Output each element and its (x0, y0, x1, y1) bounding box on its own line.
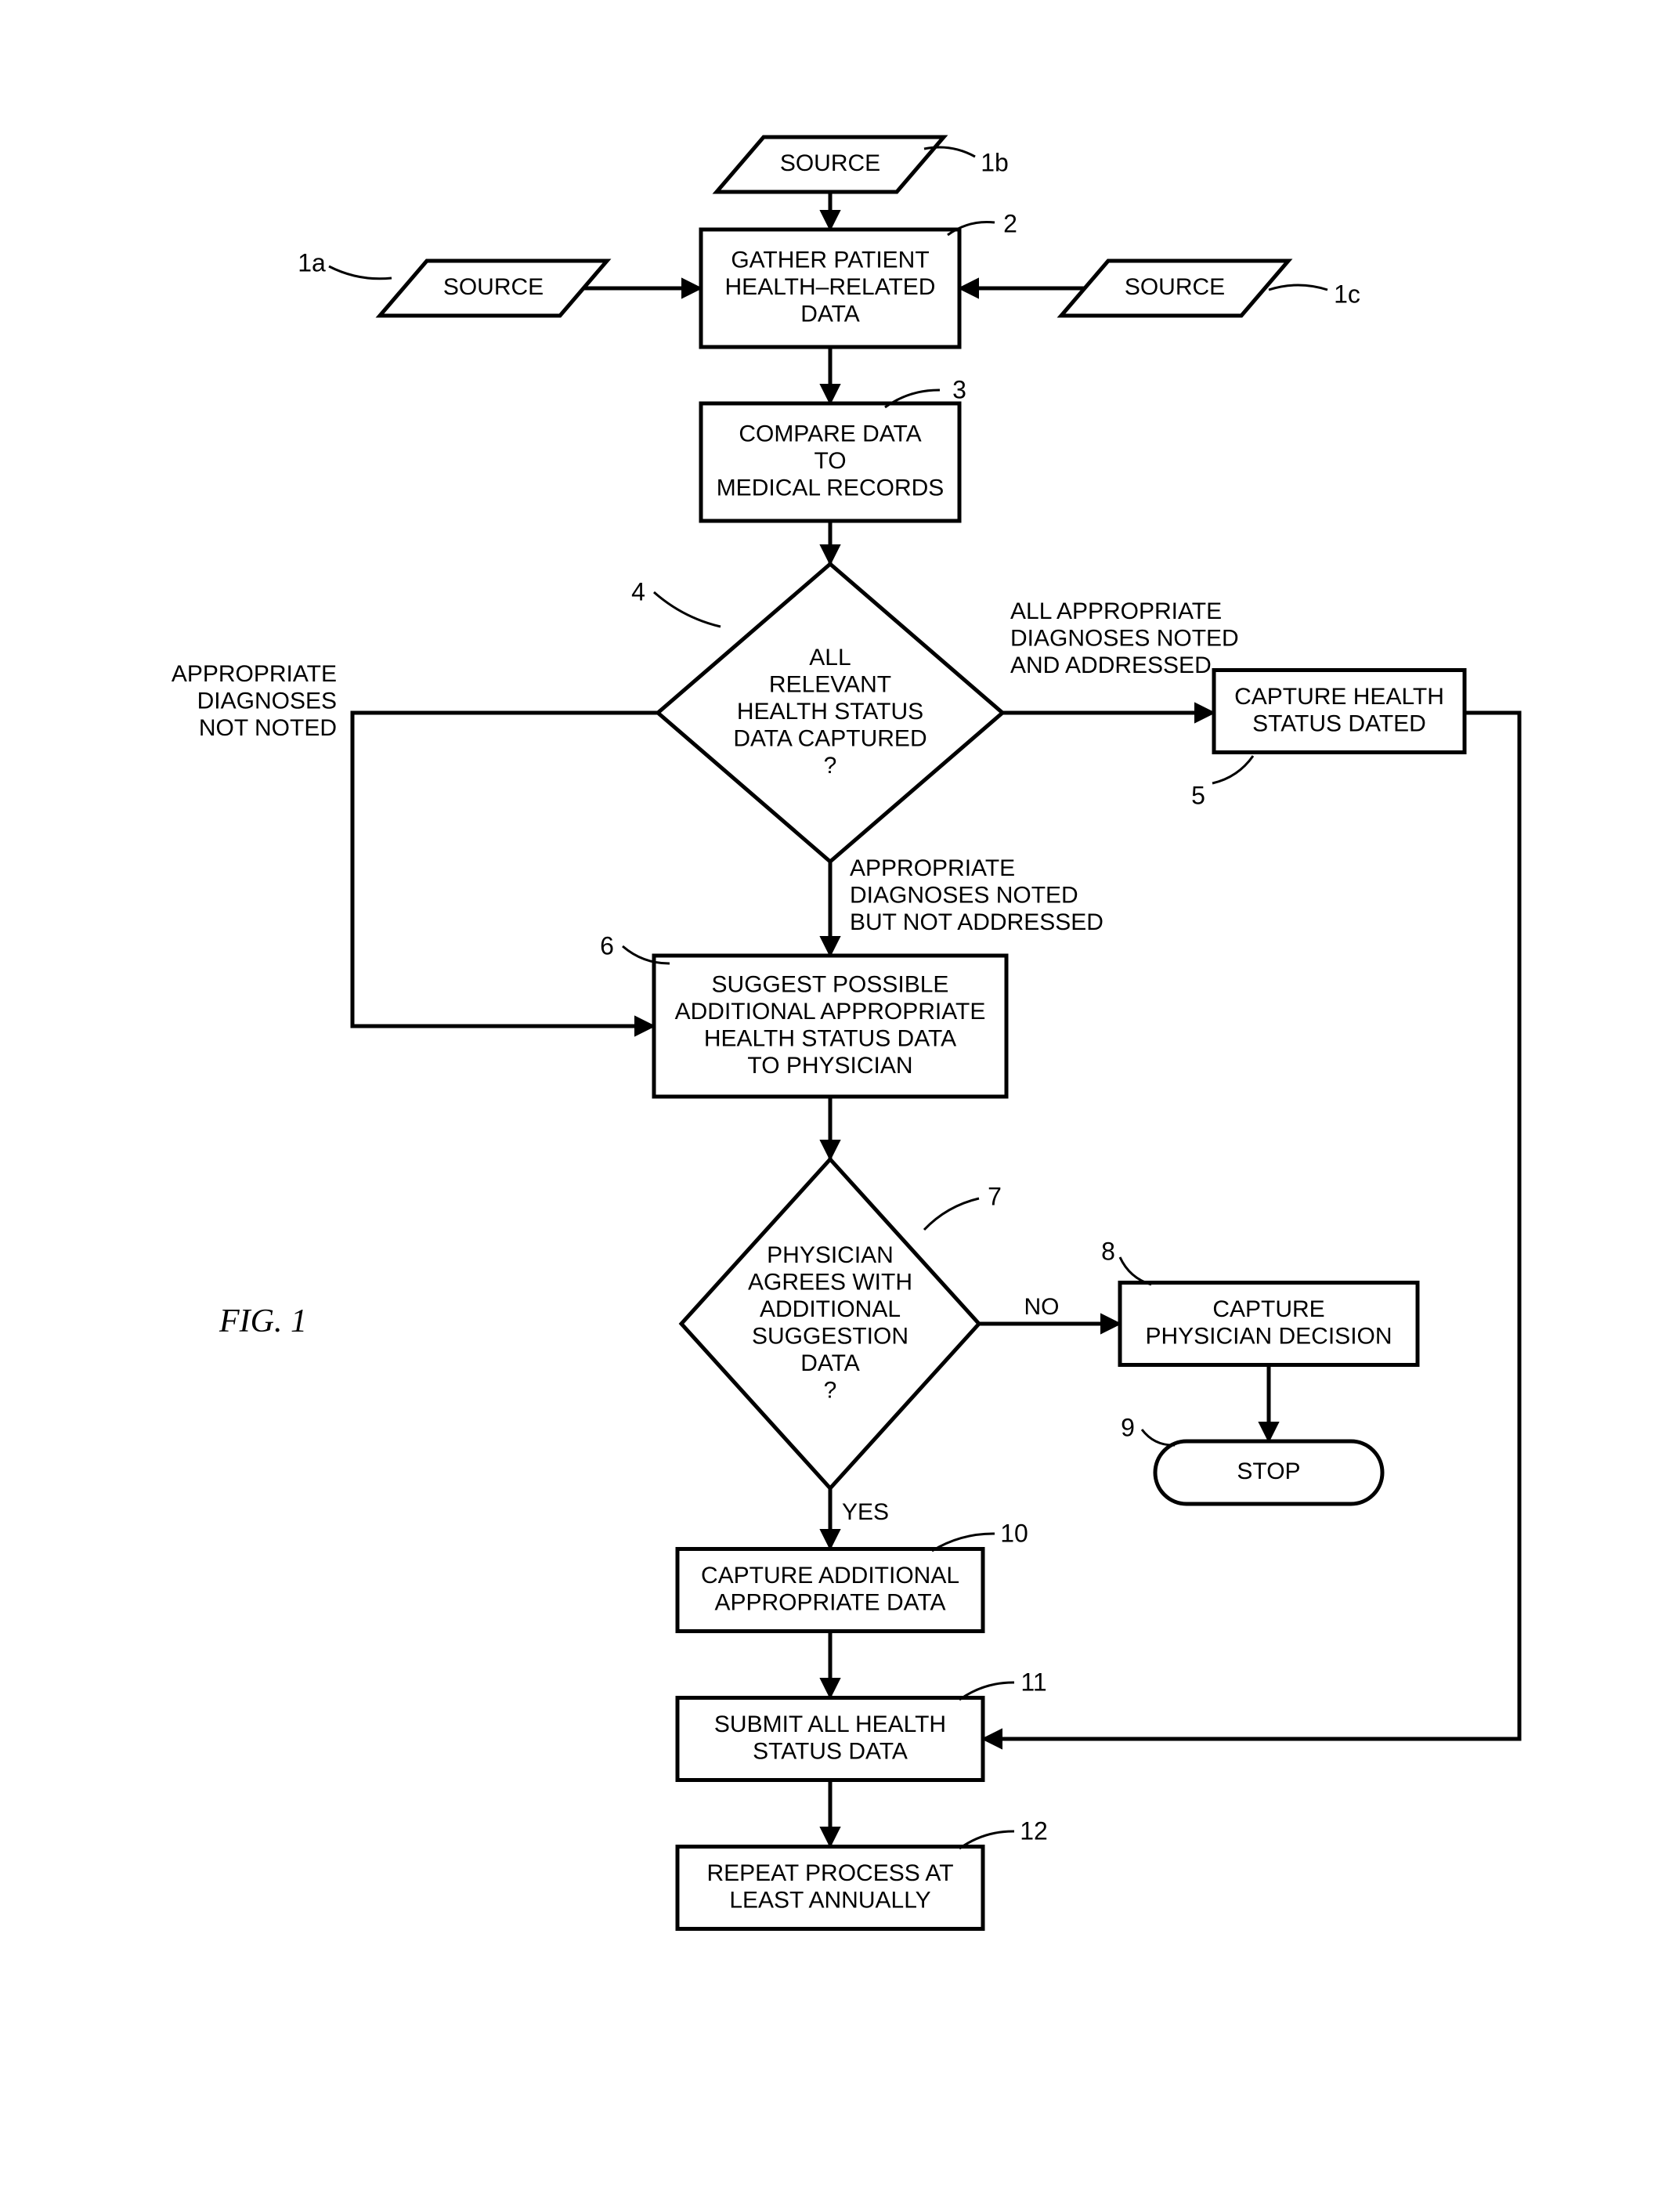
node-text-1a: SOURCE (443, 274, 544, 300)
ref-label-3: 3 (952, 375, 966, 403)
ref-label-6: 6 (600, 931, 614, 960)
edge-label-e_7_10: YES (842, 1499, 889, 1525)
edge-e_5_11 (983, 713, 1519, 1739)
edge-label-e_4_left_6: APPROPRIATEDIAGNOSESNOT NOTED (172, 661, 337, 741)
ref-leader-5 (1212, 756, 1253, 783)
node-11: SUBMIT ALL HEALTHSTATUS DATA (677, 1698, 983, 1780)
node-1b: SOURCE (717, 137, 944, 192)
node-5: CAPTURE HEALTHSTATUS DATED (1214, 670, 1465, 753)
nodes-layer: SOURCE SOURCE SOURCE GATHER PATIENTHEALTH–R… (380, 137, 1465, 1929)
node-8: CAPTUREPHYSICIAN DECISION (1120, 1283, 1418, 1365)
ref-label-1b: 1b (981, 148, 1009, 176)
node-2: GATHER PATIENTHEALTH–RELATEDDATA (701, 230, 959, 347)
ref-label-2: 2 (1003, 209, 1017, 237)
edge-label-e_4_5: ALL APPROPRIATEDIAGNOSES NOTEDAND ADDRES… (1010, 598, 1239, 678)
edge-e_4_left_6 (352, 713, 658, 1026)
node-3: COMPARE DATATOMEDICAL RECORDS (701, 403, 959, 521)
ref-label-8: 8 (1101, 1237, 1115, 1265)
ref-leader-9 (1142, 1429, 1175, 1445)
ref-label-9: 9 (1121, 1413, 1135, 1441)
node-text-1b: SOURCE (780, 150, 880, 176)
node-12: REPEAT PROCESS ATLEAST ANNUALLY (677, 1847, 983, 1929)
ref-label-12: 12 (1020, 1816, 1048, 1845)
figure-title: FIG. 1 (219, 1303, 307, 1339)
node-9: STOP (1155, 1441, 1382, 1504)
ref-label-7: 7 (988, 1182, 1002, 1210)
ref-leader-4 (654, 592, 721, 627)
node-4: ALLRELEVANTHEALTH STATUSDATA CAPTURED? (658, 564, 1002, 862)
ref-label-4: 4 (631, 577, 645, 605)
ref-leader-1c (1269, 285, 1327, 290)
node-text-12: REPEAT PROCESS ATLEAST ANNUALLY (706, 1860, 953, 1914)
ref-label-1a: 1a (298, 248, 326, 276)
ref-label-10: 10 (1000, 1519, 1028, 1547)
node-text-1c: SOURCE (1125, 274, 1225, 300)
edge-label-e_4_down_6: APPROPRIATEDIAGNOSES NOTEDBUT NOT ADDRES… (850, 855, 1103, 935)
edge-label-e_7_8: NO (1024, 1294, 1060, 1320)
node-10: CAPTURE ADDITIONALAPPROPRIATE DATA (677, 1549, 983, 1632)
ref-leader-1a (329, 266, 392, 279)
node-1a: SOURCE (380, 261, 607, 316)
node-6: SUGGEST POSSIBLEADDITIONAL APPROPRIATEHE… (654, 956, 1006, 1097)
ref-leader-8 (1120, 1257, 1151, 1285)
ref-label-11: 11 (1020, 1668, 1046, 1696)
node-1c: SOURCE (1061, 261, 1288, 316)
node-text-10: CAPTURE ADDITIONALAPPROPRIATE DATA (701, 1563, 959, 1616)
ref-label-1c: 1c (1334, 280, 1360, 308)
ref-label-5: 5 (1191, 781, 1205, 809)
ref-leader-7 (924, 1198, 979, 1230)
node-text-5: CAPTURE HEALTHSTATUS DATED (1234, 684, 1444, 737)
node-7: PHYSICIANAGREES WITHADDITIONALSUGGESTION… (681, 1159, 979, 1488)
node-text-9: STOP (1237, 1458, 1300, 1484)
